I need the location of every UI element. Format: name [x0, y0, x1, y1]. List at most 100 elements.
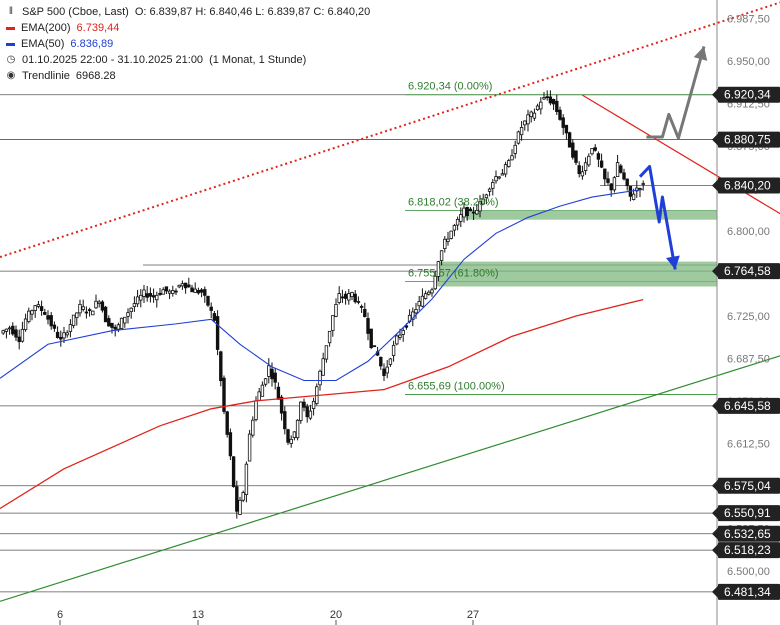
chart-legend: ‖ S&P 500 (Cboe, Last) O: 6.839,87 H: 6.… — [6, 4, 370, 84]
price-label-pointer — [712, 507, 718, 520]
candle-body — [631, 193, 636, 200]
candle-body — [510, 155, 514, 161]
candle-body — [503, 164, 508, 175]
price-label-pointer — [712, 179, 718, 192]
legend-ema200-row[interactable]: EMA(200) 6.739,44 — [6, 20, 370, 36]
y-tick-label: 6.800,00 — [727, 226, 770, 238]
y-tick-label: 6.725,00 — [727, 311, 770, 323]
candle-body — [235, 486, 239, 512]
candle-body — [363, 308, 367, 318]
legend-trendline-row[interactable]: ◉ Trendlinie 6968.28 — [6, 68, 370, 84]
candle-body — [535, 105, 540, 111]
candle-body — [491, 182, 495, 189]
price-label-pointer — [712, 479, 718, 492]
price-label-pointer — [712, 88, 718, 101]
candle-body — [545, 96, 549, 99]
candle-body — [388, 358, 393, 365]
candle-body — [231, 456, 236, 488]
candle-body — [222, 377, 226, 412]
candle-body — [404, 325, 409, 328]
candle-body — [513, 144, 517, 154]
candle-body — [276, 386, 281, 400]
candle-body — [180, 283, 185, 287]
candle-body — [225, 411, 229, 435]
candle-body — [81, 306, 85, 310]
candle-body — [481, 198, 485, 205]
candle-body — [564, 124, 569, 134]
candle-body — [260, 384, 265, 397]
price-label-pointer — [712, 527, 718, 540]
price-label-text: 6.764,58 — [724, 264, 771, 278]
candle-body — [529, 111, 533, 117]
time-axis[interactable]: 6 13 20 27 — [57, 609, 479, 625]
legend-ema50-row[interactable]: EMA(50) 6.836,89 — [6, 36, 370, 52]
candle-body — [308, 410, 313, 419]
price-label-box — [718, 177, 780, 194]
candle-body — [46, 315, 50, 320]
candle-body — [59, 336, 63, 340]
candle-body — [23, 318, 28, 330]
candle-body — [558, 109, 562, 120]
candle-body — [430, 289, 434, 294]
forecast-gray-arrow-head — [693, 46, 708, 61]
price-label-box — [718, 131, 780, 148]
candle-body — [401, 330, 405, 335]
candle-body — [161, 289, 165, 295]
candle-body — [7, 327, 12, 330]
candle-body — [75, 312, 79, 319]
candle-body — [507, 160, 511, 167]
candle-body — [523, 120, 527, 126]
candle-body — [295, 419, 300, 439]
candle-body — [615, 162, 620, 177]
candle-body — [103, 306, 108, 323]
candle-body — [340, 296, 345, 299]
candle-body — [334, 304, 338, 317]
ema50-line — [0, 188, 644, 382]
candle-body — [465, 206, 469, 217]
candle-body — [215, 316, 220, 350]
candle-body — [151, 295, 156, 298]
candle-body — [455, 219, 460, 226]
legend-ema50-label: EMA(50) — [21, 38, 65, 50]
legend-range: 01.10.2025 22:00 - 31.10.2025 21:00 — [22, 54, 204, 66]
candle-body — [49, 315, 53, 327]
candle-body — [267, 365, 271, 377]
candle-body — [193, 288, 197, 293]
candle-body — [391, 344, 396, 356]
candle-body — [414, 309, 418, 314]
candle-body — [561, 117, 565, 128]
candle-body — [251, 419, 255, 436]
candle-body — [382, 368, 386, 376]
candle-body — [1, 330, 5, 334]
candle-body — [4, 328, 9, 332]
fib-zones — [437, 210, 717, 287]
candle-body — [622, 172, 626, 180]
x-tick-label: 27 — [467, 609, 479, 621]
candle-body — [129, 307, 133, 313]
candle-body — [484, 194, 489, 199]
candle-body — [478, 201, 482, 212]
candle-body — [385, 366, 389, 374]
candle-body — [318, 370, 322, 386]
fib-labels: 6.920,34 (0.00%) 6.818,02 (38.20%) 6.755,5… — [408, 81, 505, 393]
candle-body — [433, 275, 437, 290]
candle-body — [244, 463, 249, 495]
candle-body — [113, 326, 117, 330]
candle-body — [199, 289, 204, 293]
candle-body — [91, 310, 95, 316]
candle-body — [68, 324, 73, 332]
candle-body — [567, 132, 572, 148]
candle-body — [305, 406, 309, 418]
price-label-text: 6.532,65 — [724, 527, 771, 541]
candle-body — [292, 431, 297, 438]
candle-body — [158, 292, 162, 295]
price-label-text: 6.575,04 — [724, 479, 771, 493]
candle-body — [583, 162, 588, 171]
candle-body — [487, 188, 492, 192]
candle-body — [65, 332, 69, 336]
price-label-box — [718, 397, 780, 414]
candle-body — [468, 208, 473, 212]
candle-body — [516, 131, 521, 144]
price-label-box — [718, 525, 780, 542]
